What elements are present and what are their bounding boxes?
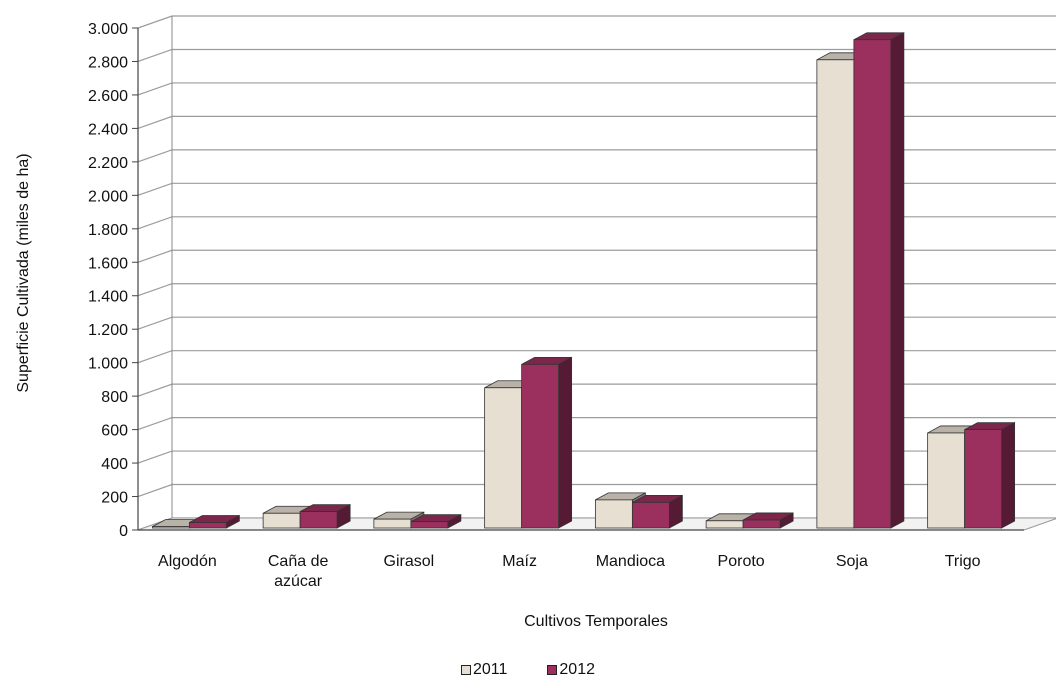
y-tick-label: 2.200	[88, 155, 128, 172]
y-axis-ticks: 0 200 400 600 800 1.000 1.200 1.400 1.600 1.800 2.…	[88, 21, 138, 540]
legend-label-2012: 2012	[559, 661, 595, 678]
gridline	[137, 483, 1056, 498]
gridline	[137, 149, 1056, 163]
gridline	[137, 48, 1056, 63]
x-tick-label: Girasol	[384, 553, 435, 570]
x-tick-label: Soja	[836, 553, 868, 570]
gridline	[137, 15, 1056, 29]
y-tick-label: 1.400	[88, 289, 128, 306]
bar-2012-6	[853, 32, 905, 529]
y-tick-label: 600	[101, 423, 128, 440]
y-axis-title: Superficie Cultivada (miles de ha)	[15, 153, 32, 392]
y-tick-label: 800	[101, 389, 128, 406]
bar-2012-0	[188, 514, 240, 529]
bar-2012-7	[964, 421, 1016, 529]
legend-item-2012: 2012	[547, 660, 595, 680]
gridlines	[137, 15, 1056, 531]
gridline	[137, 283, 1056, 297]
y-tick-label: 1.000	[88, 356, 128, 373]
y-tick-label: 400	[101, 456, 128, 473]
bar-chart: 0 200 400 600 800 1.000 1.200 1.400 1.600 1.800 2.…	[15, 15, 1056, 630]
y-tick-label: 200	[101, 490, 128, 507]
y-tick-label: 2.800	[88, 54, 128, 71]
gridline	[137, 182, 1056, 196]
bar-2012-1	[299, 503, 351, 529]
gridline	[137, 115, 1056, 129]
x-tick-label: Mandioca	[596, 553, 665, 570]
bar-2012-3	[521, 356, 573, 529]
x-tick-label: Algodón	[158, 553, 217, 570]
y-tick-label: 1.800	[88, 222, 128, 239]
bar-2012-5	[742, 512, 794, 529]
y-tick-label: 2.000	[88, 188, 128, 205]
bars	[151, 32, 1016, 529]
y-tick-label: 1.200	[88, 322, 128, 339]
y-tick-label: 3.000	[88, 21, 128, 38]
gridline	[137, 450, 1056, 464]
x-tick-label: Trigo	[945, 553, 981, 570]
y-tick-label: 0	[119, 523, 128, 540]
gridline	[137, 216, 1056, 230]
y-tick-label: 1.600	[88, 255, 128, 272]
legend-item-2011: 2011	[461, 660, 507, 680]
y-tick-label: 2.600	[88, 88, 128, 105]
x-axis-labels: Algodón Caña de azúcar Girasol Maíz Mandioca P…	[158, 553, 981, 590]
gridline	[137, 249, 1056, 263]
gridline	[137, 417, 1056, 431]
gridline	[137, 350, 1056, 364]
x-tick-label: Poroto	[718, 553, 765, 570]
gridline	[137, 383, 1056, 397]
x-tick-label: Caña de azúcar	[268, 553, 329, 590]
legend: 2011 2012	[0, 660, 1056, 680]
x-axis-title: Cultivos Temporales	[524, 613, 668, 630]
bar-2012-2	[410, 513, 462, 529]
gridline	[137, 82, 1056, 96]
legend-label-2011: 2011	[473, 661, 508, 678]
chart-walls	[137, 16, 1056, 531]
x-tick-label: Maíz	[502, 553, 537, 570]
bar-2012-4	[631, 494, 683, 529]
y-tick-label: 2.400	[88, 121, 128, 138]
legend-swatch-2011	[461, 665, 471, 675]
gridline	[137, 316, 1056, 330]
legend-swatch-2012	[547, 665, 558, 675]
